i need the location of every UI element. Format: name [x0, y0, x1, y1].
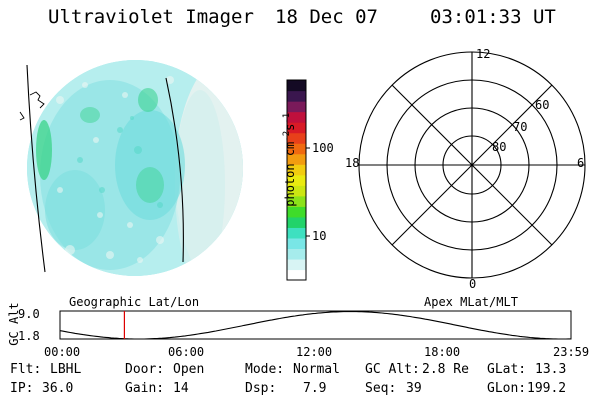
apex-label: Apex MLat/MLT: [424, 295, 518, 309]
ip-value: 36.0: [42, 381, 74, 396]
x-tick-1200: 12:00: [296, 345, 333, 359]
gcalt-value: 2.8 Re: [422, 362, 469, 377]
colorbar: [286, 79, 307, 281]
orbit-ymin-label: 1.8: [18, 329, 40, 343]
date-label: 18 Dec 07: [275, 6, 378, 28]
colorbar-swatch: [287, 195, 306, 207]
glon-value: 199.2: [527, 381, 567, 396]
mlt-label-12: 12: [476, 47, 491, 61]
colorbar-swatch: [287, 122, 306, 134]
colorbar-swatch: [287, 248, 306, 260]
colorbar-swatch: [287, 153, 306, 165]
mlt-label-6: 6: [577, 156, 585, 170]
geographic-label: Geographic Lat/Lon: [69, 295, 200, 309]
time-label: 03:01:33 UT: [430, 6, 556, 28]
colorbar-tick-100: 100: [312, 141, 334, 155]
x-tick-0600: 06:00: [168, 345, 205, 359]
seq-value: 39: [406, 381, 422, 396]
instrument-title: Ultraviolet Imager: [48, 6, 254, 28]
mode-label: Mode:: [245, 362, 285, 377]
colorbar-frame: [286, 79, 307, 281]
mlt-label-0: 0: [469, 277, 477, 291]
polar-plot: [358, 51, 586, 279]
lat-label-60: 60: [535, 98, 550, 112]
colorbar-swatch: [287, 132, 306, 144]
lat-label-80: 80: [492, 140, 507, 154]
x-tick-1800: 18:00: [424, 345, 461, 359]
colorbar-swatch: [287, 101, 306, 113]
colorbar-swatch: [287, 143, 306, 155]
orbit-plot: [59, 310, 572, 340]
flt-label: Flt:: [10, 362, 42, 377]
door-value: Open: [173, 362, 205, 377]
door-label: Door:: [125, 362, 165, 377]
colorbar-swatch: [287, 111, 306, 123]
glon-label: GLon:: [487, 381, 527, 396]
colorbar-swatch: [287, 80, 306, 92]
mode-value: Normal: [293, 362, 340, 377]
colorbar-swatch: [287, 185, 306, 197]
dsp-value: 7.9: [303, 381, 327, 396]
x-tick-2359: 23:59: [553, 345, 590, 359]
colorbar-swatch: [287, 164, 306, 176]
colorbar-tick-10: 10: [312, 229, 327, 243]
dsp-label: Dsp:: [245, 381, 277, 396]
colorbar-swatch: [287, 206, 306, 218]
colorbar-swatch: [287, 258, 306, 271]
seq-label: Seq:: [365, 381, 397, 396]
uv-earth-image: [19, 60, 243, 276]
mlt-label-18: 18: [345, 156, 360, 170]
colorbar-swatch: [287, 237, 306, 250]
colorbar-swatch: [287, 227, 306, 239]
colorbar-unit-label: photon cm-2s-1: [282, 112, 297, 207]
colorbar-swatch: [287, 90, 306, 102]
orbit-altitude-curve: [59, 311, 571, 340]
flt-value: LBHL: [50, 362, 82, 377]
x-tick-0000: 00:00: [44, 345, 81, 359]
ip-label: IP:: [10, 381, 34, 396]
orbit-ymax-label: 9.0: [18, 307, 40, 321]
gain-label: Gain:: [125, 381, 165, 396]
gain-value: 14: [173, 381, 189, 396]
colorbar-ticks: [306, 147, 310, 237]
glat-label: GLat:: [487, 362, 527, 377]
polar-diagonal-2: [391, 84, 553, 246]
gcalt-label: GC Alt:: [365, 362, 420, 377]
colorbar-swatch: [287, 269, 306, 281]
orbit-axis-title: GC Alt: [7, 302, 21, 346]
lat-label-70: 70: [513, 120, 528, 134]
colorbar-swatch: [287, 216, 306, 228]
glat-value: 13.3: [535, 362, 567, 377]
colorbar-swatch: [287, 174, 306, 186]
